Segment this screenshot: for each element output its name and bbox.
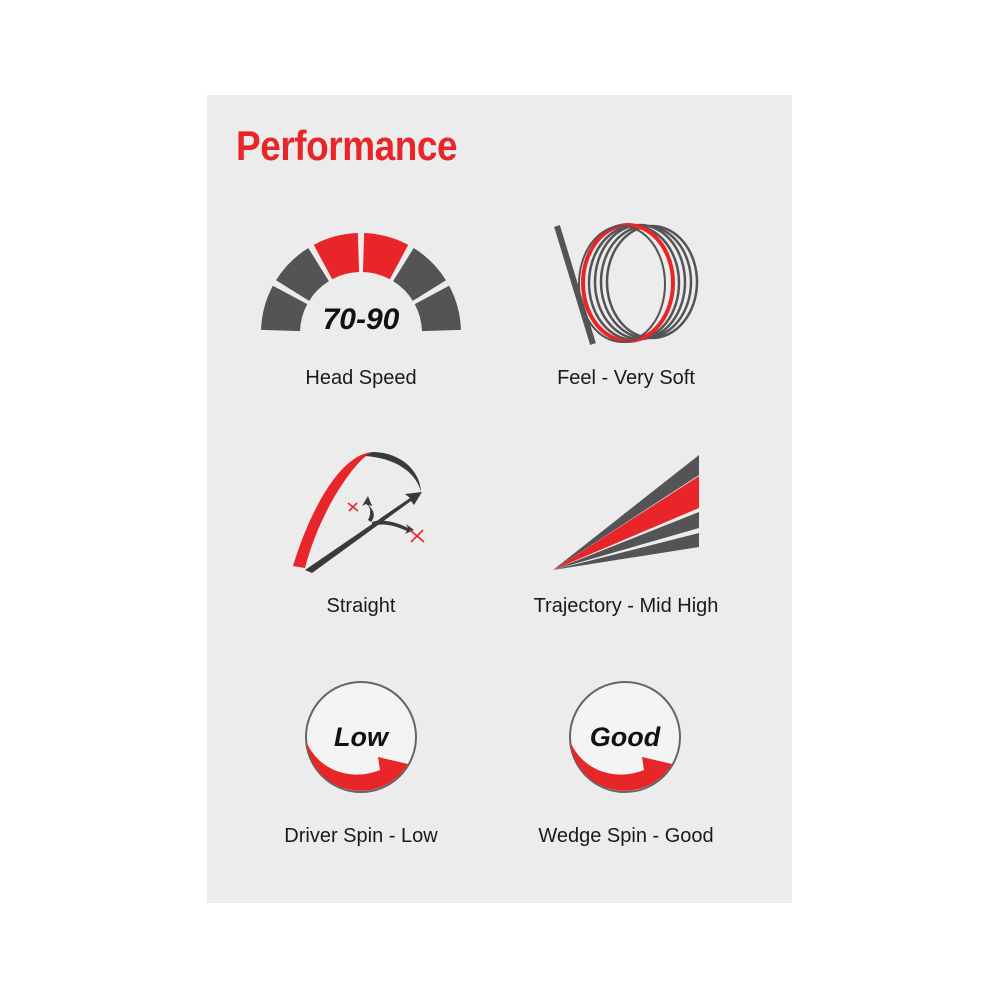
- gauge-segment: [261, 285, 308, 332]
- gauge-segment: [414, 285, 461, 332]
- driver-spin-value: Low: [334, 722, 390, 752]
- gauge-segment: [276, 248, 329, 301]
- wedge-spin-icon: [569, 681, 681, 793]
- trajectory-icon: [553, 455, 699, 570]
- trajectory-label: Trajectory - Mid High: [533, 595, 719, 617]
- straight-label: Straight: [326, 595, 396, 617]
- wedge-spin-value: Good: [590, 722, 661, 752]
- feel-label: Feel - Very Soft: [557, 367, 695, 389]
- head-speed-value: 70-90: [323, 303, 400, 336]
- head-speed-label: Head Speed: [305, 367, 417, 389]
- gauge-segment: [362, 233, 409, 280]
- gauge-segment: [313, 233, 360, 280]
- ball-compression-icon: [554, 223, 699, 345]
- speedometer-icon: [261, 233, 461, 332]
- driver-spin-icon: [305, 681, 417, 793]
- wedge-spin-label: Wedge Spin - Good: [538, 825, 714, 847]
- ball-flight-straight-icon: [293, 452, 425, 573]
- gauge-segment: [393, 248, 446, 301]
- page-title: Performance: [236, 122, 458, 169]
- driver-spin-label: Driver Spin - Low: [284, 825, 438, 847]
